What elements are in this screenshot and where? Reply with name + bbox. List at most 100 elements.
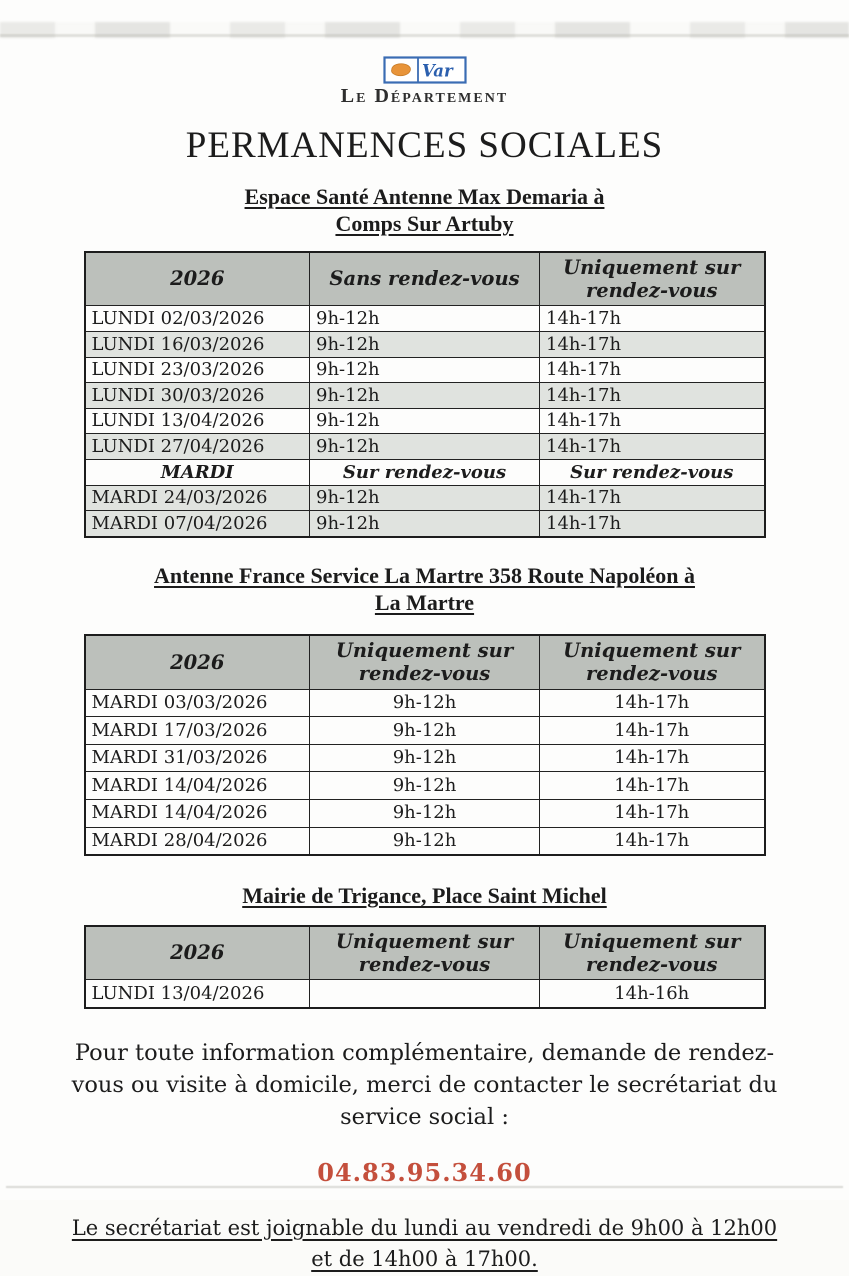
cell-date: LUNDI 13/04/2026 bbox=[84, 407, 310, 435]
cell-day-label: MARDI bbox=[84, 459, 310, 486]
heading-line: Mairie de Trigance, Place Saint Michel bbox=[242, 883, 607, 909]
cell-date: MARDI 31/03/2026 bbox=[84, 743, 310, 773]
cell-afternoon: 14h-17h bbox=[539, 331, 765, 358]
logo-department-label: Le Département bbox=[340, 85, 509, 107]
section-heading-la-martre: Antenne France Service La Martre 358 Rou… bbox=[0, 562, 849, 617]
cell-date: MARDI 07/04/2026 bbox=[84, 510, 310, 538]
cell-afternoon: 14h-17h bbox=[539, 484, 765, 512]
cell-morning: 9h-12h bbox=[309, 305, 540, 333]
section-heading-trigance: Mairie de Trigance, Place Saint Michel bbox=[0, 882, 849, 910]
table-header-row: 2026 Sans rendez-vous Uniquement sur ren… bbox=[84, 251, 765, 307]
cell-afternoon: 14h-17h bbox=[539, 798, 765, 828]
table-row: MARDI 24/03/2026 9h-12h 14h-17h bbox=[84, 484, 765, 512]
permanence-table-trigance: 2026 Uniquement sur rendez-vous Uniqueme… bbox=[83, 924, 766, 1010]
cell-afternoon: 14h-17h bbox=[539, 407, 765, 435]
cell-date: MARDI 17/03/2026 bbox=[84, 716, 310, 745]
var-department-logo: Var Le Département bbox=[0, 0, 849, 106]
table-row: MARDI 28/04/2026 9h-12h 14h-17h bbox=[84, 826, 765, 856]
cell-morning: 9h-12h bbox=[309, 826, 540, 856]
cell-morning: 9h-12h bbox=[309, 433, 540, 461]
cell-afternoon: 14h-17h bbox=[539, 771, 765, 800]
cell-afternoon: 14h-17h bbox=[539, 510, 765, 538]
permanence-table-la-martre: 2026 Uniquement sur rendez-vous Uniqueme… bbox=[83, 633, 766, 857]
cell-afternoon: 14h-17h bbox=[539, 743, 765, 773]
cell-afternoon: 14h-17h bbox=[539, 716, 765, 745]
cell-date: LUNDI 27/04/2026 bbox=[84, 433, 310, 461]
svg-text:Var: Var bbox=[422, 62, 454, 81]
phone-number: 04.83.95.34.60 bbox=[317, 1157, 532, 1187]
heading-line: La Martre bbox=[374, 590, 475, 616]
cell-afternoon: 14h-17h bbox=[539, 433, 765, 461]
table-row: MARDI 03/03/2026 9h-12h 14h-17h bbox=[84, 688, 765, 718]
cell-afternoon: 14h-16h bbox=[539, 979, 765, 1009]
table-row: MARDI 17/03/2026 9h-12h 14h-17h bbox=[84, 716, 765, 745]
cell-date: LUNDI 13/04/2026 bbox=[84, 979, 310, 1009]
table-row: LUNDI 13/04/2026 14h-16h bbox=[84, 979, 765, 1009]
cell-morning: 9h-12h bbox=[309, 510, 540, 538]
heading-line: Antenne France Service La Martre 358 Rou… bbox=[154, 562, 695, 588]
header-cell-afternoon: Uniquement sur rendez-vous bbox=[539, 925, 765, 981]
cell-morning: 9h-12h bbox=[309, 798, 540, 828]
scan-noise-bottom-line bbox=[6, 1186, 843, 1188]
cell-morning: 9h-12h bbox=[309, 356, 540, 384]
cell-date: LUNDI 16/03/2026 bbox=[84, 331, 310, 358]
cell-morning: 9h-12h bbox=[309, 688, 540, 718]
heading-line: Comps Sur Artuby bbox=[335, 211, 514, 237]
cell-morning: 9h-12h bbox=[309, 771, 540, 800]
cell-afternoon: 14h-17h bbox=[539, 356, 765, 384]
cell-date: LUNDI 30/03/2026 bbox=[84, 382, 310, 409]
cell-afternoon: 14h-17h bbox=[539, 688, 765, 718]
table-row: MARDI 14/04/2026 9h-12h 14h-17h bbox=[84, 771, 765, 800]
table-row: LUNDI 23/03/2026 9h-12h 14h-17h bbox=[84, 356, 765, 384]
table-row: LUNDI 02/03/2026 9h-12h 14h-17h bbox=[84, 305, 765, 333]
table-row: LUNDI 27/04/2026 9h-12h 14h-17h bbox=[84, 433, 765, 461]
heading-line: Espace Santé Antenne Max Demaria à bbox=[244, 183, 605, 209]
table-row: MARDI 14/04/2026 9h-12h 14h-17h bbox=[84, 798, 765, 828]
table-row: LUNDI 13/04/2026 9h-12h 14h-17h bbox=[84, 407, 765, 435]
cell-afternoon: 14h-17h bbox=[539, 305, 765, 333]
header-cell-morning: Sans rendez-vous bbox=[309, 251, 540, 307]
table-row: LUNDI 30/03/2026 9h-12h 14h-17h bbox=[84, 382, 765, 409]
cell-afternoon: 14h-17h bbox=[539, 826, 765, 856]
cell-morning: 9h-12h bbox=[309, 716, 540, 745]
table-header-row: 2026 Uniquement sur rendez-vous Uniqueme… bbox=[84, 925, 765, 981]
table-row: LUNDI 16/03/2026 9h-12h 14h-17h bbox=[84, 331, 765, 358]
cell-morning: 9h-12h bbox=[309, 382, 540, 409]
secretariat-hours-underlined: Le secrétariat est joignable du lundi au… bbox=[71, 1215, 778, 1272]
section-heading-comps: Espace Santé Antenne Max Demaria à Comps… bbox=[0, 183, 849, 238]
permanence-table-comps: 2026 Sans rendez-vous Uniquement sur ren… bbox=[83, 250, 766, 538]
cell-date: LUNDI 23/03/2026 bbox=[84, 356, 310, 384]
cell-afternoon: 14h-17h bbox=[539, 382, 765, 409]
header-cell-year: 2026 bbox=[84, 925, 310, 981]
scan-noise-line bbox=[0, 34, 849, 37]
page-title: PERMANENCES SOCIALES bbox=[185, 125, 664, 166]
cell-morning-empty bbox=[309, 979, 540, 1009]
cell-morning: 9h-12h bbox=[309, 407, 540, 435]
cell-morning: 9h-12h bbox=[309, 331, 540, 358]
table-row: MARDI 31/03/2026 9h-12h 14h-17h bbox=[84, 743, 765, 773]
header-cell-morning: Uniquement sur rendez-vous bbox=[309, 634, 540, 690]
var-logo-icon: Var bbox=[382, 56, 467, 84]
cell-date: MARDI 03/03/2026 bbox=[84, 688, 310, 718]
cell-date: MARDI 28/04/2026 bbox=[84, 826, 310, 856]
contact-info-text: Pour toute information complémentaire, d… bbox=[71, 1040, 778, 1131]
table-row: MARDI 07/04/2026 9h-12h 14h-17h bbox=[84, 510, 765, 538]
header-cell-morning: Uniquement sur rendez-vous bbox=[309, 925, 540, 981]
cell-morning-note: Sur rendez-vous bbox=[309, 459, 540, 486]
scan-noise-band bbox=[0, 22, 849, 38]
table-header-row: 2026 Uniquement sur rendez-vous Uniqueme… bbox=[84, 634, 765, 690]
cell-date: MARDI 14/04/2026 bbox=[84, 798, 310, 828]
header-cell-afternoon: Uniquement sur rendez-vous bbox=[539, 251, 765, 307]
cell-afternoon-note: Sur rendez-vous bbox=[539, 459, 765, 486]
secretariat-hours-text: Le secrétariat est joignable du lundi au… bbox=[63, 1213, 787, 1276]
cell-date: LUNDI 02/03/2026 bbox=[84, 305, 310, 333]
table-subheader-row-mardi: MARDI Sur rendez-vous Sur rendez-vous bbox=[84, 459, 765, 486]
cell-date: MARDI 14/04/2026 bbox=[84, 771, 310, 800]
cell-morning: 9h-12h bbox=[309, 484, 540, 512]
header-cell-year: 2026 bbox=[84, 251, 310, 307]
header-cell-year: 2026 bbox=[84, 634, 310, 690]
header-cell-afternoon: Uniquement sur rendez-vous bbox=[539, 634, 765, 690]
cell-morning: 9h-12h bbox=[309, 743, 540, 773]
cell-date: MARDI 24/03/2026 bbox=[84, 484, 310, 512]
